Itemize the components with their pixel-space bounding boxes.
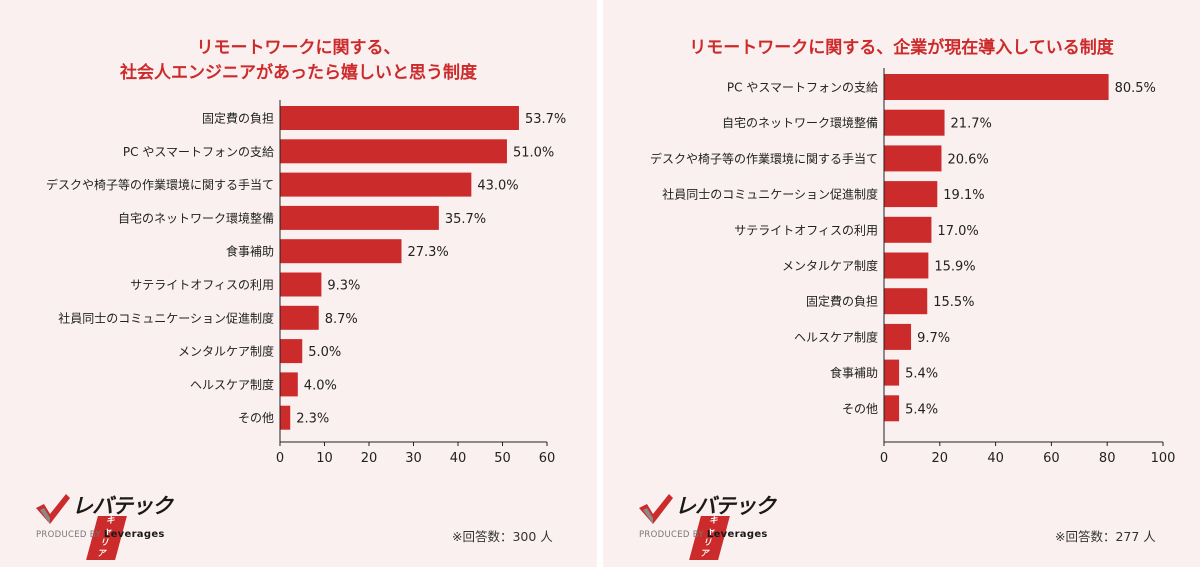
category-label: PC やスマートフォンの支給: [727, 81, 878, 95]
bar: [280, 139, 507, 164]
x-tick-label: 10: [316, 451, 333, 466]
category-label: 自宅のネットワーク環境整備: [118, 210, 274, 225]
value-label: 4.0%: [304, 378, 337, 393]
chart-title-line-2: 社会人エンジニアがあったら嬉しいと思う制度: [120, 63, 477, 83]
check-mark-icon: [36, 494, 70, 524]
category-label: 食事補助: [830, 365, 878, 380]
x-tick-label: 20: [361, 451, 378, 466]
brand-tagline: PRODUCED BY Leverages: [639, 529, 768, 540]
value-label: 21.7%: [951, 117, 992, 132]
x-tick-label: 100: [1151, 451, 1176, 466]
chart-title-line-1: リモートワークに関する、: [196, 38, 401, 58]
category-label: デスクや椅子等の作業環境に関する手当て: [46, 177, 274, 192]
value-label: 5.4%: [905, 402, 938, 417]
tagline-prefix: PRODUCED BY: [639, 530, 704, 540]
bar: [280, 305, 319, 330]
check-mark-icon: [639, 494, 673, 524]
bar: [280, 372, 298, 397]
value-label: 19.1%: [943, 188, 984, 203]
right-chart-panel: リモートワークに関する、企業が現在導入している制度 PC やスマートフォンの支給…: [603, 0, 1200, 567]
category-label: メンタルケア制度: [178, 344, 274, 359]
x-tick-label: 0: [880, 451, 888, 466]
x-tick-label: 0: [276, 451, 284, 466]
category-label: PC やスマートフォンの支給: [123, 145, 274, 159]
bar: [884, 109, 945, 136]
bar-chart-current-systems: PC やスマートフォンの支給 80.5% 自宅のネットワーク環境整備 21.7% デスク…: [650, 68, 1176, 466]
value-label: 51.0%: [513, 145, 554, 160]
category-label: 自宅のネットワーク環境整備: [722, 115, 878, 130]
x-tick-label: 40: [450, 451, 467, 466]
value-label: 17.0%: [937, 224, 978, 239]
value-label: 20.6%: [947, 152, 988, 167]
value-label: 15.5%: [933, 295, 974, 310]
value-label: 5.4%: [905, 367, 938, 382]
x-tick-label: 50: [494, 451, 511, 466]
bar: [280, 205, 439, 230]
value-label: 43.0%: [477, 179, 518, 194]
value-label: 15.9%: [934, 260, 975, 275]
category-label: 固定費の負担: [806, 294, 878, 309]
x-tick-label: 40: [987, 451, 1004, 466]
respondent-count: ※回答数：277 人: [1055, 529, 1156, 544]
value-label: 2.3%: [296, 412, 329, 427]
bar: [280, 339, 303, 364]
bar: [884, 288, 928, 315]
bar: [884, 395, 900, 422]
value-label: 35.7%: [445, 212, 486, 227]
category-label: 社員同士のコミュニケーション促進制度: [662, 187, 878, 202]
value-label: 27.3%: [407, 245, 448, 260]
category-label: その他: [842, 402, 878, 416]
x-tick-label: 80: [1099, 451, 1116, 466]
category-label: その他: [238, 411, 274, 425]
value-label: 53.7%: [525, 112, 566, 127]
category-label: ヘルスケア制度: [190, 377, 274, 392]
category-label: サテライトオフィスの利用: [734, 223, 878, 237]
brand-tagline: PRODUCED BY Leverages: [36, 529, 165, 540]
value-label: 80.5%: [1115, 81, 1156, 96]
x-tick-label: 60: [1043, 451, 1060, 466]
bar-chart-wanted-systems: 固定費の負担 53.7% PC やスマートフォンの支給 51.0% デスクや椅子等の作業…: [46, 100, 566, 466]
bar: [884, 359, 900, 386]
respondent-count: ※回答数：300 人: [452, 529, 553, 544]
category-label: 固定費の負担: [202, 111, 274, 126]
x-tick-label: 30: [405, 451, 422, 466]
tagline-company: Leverages: [103, 529, 165, 540]
bar: [884, 216, 932, 243]
bar: [884, 74, 1109, 100]
category-label: デスクや椅子等の作業環境に関する手当て: [650, 151, 878, 166]
brand-name: レバテック: [675, 494, 776, 518]
bar: [280, 239, 402, 264]
tagline-company: Leverages: [706, 529, 768, 540]
bar: [884, 145, 942, 172]
bar: [884, 181, 938, 208]
left-chart-panel: リモートワークに関する、 社会人エンジニアがあったら嬉しいと思う制度 固定費の負…: [0, 0, 597, 567]
tagline-prefix: PRODUCED BY: [36, 530, 101, 540]
bar: [884, 252, 929, 279]
bar: [280, 106, 519, 130]
chart-title: リモートワークに関する、企業が現在導入している制度: [603, 36, 1200, 61]
category-label: 社員同士のコミュニケーション促進制度: [58, 310, 274, 325]
bar: [280, 272, 322, 297]
value-label: 5.0%: [308, 345, 341, 360]
x-tick-label: 20: [932, 451, 949, 466]
category-label: 食事補助: [226, 244, 274, 259]
value-label: 8.7%: [325, 312, 358, 327]
chart-title-line-1: リモートワークに関する、企業が現在導入している制度: [689, 38, 1114, 58]
bar: [280, 172, 472, 197]
bar: [280, 405, 291, 430]
value-label: 9.3%: [327, 279, 360, 294]
value-label: 9.7%: [917, 331, 950, 346]
brand-name: レバテック: [72, 494, 173, 518]
bar: [884, 323, 912, 350]
x-tick-label: 60: [539, 451, 556, 466]
category-label: ヘルスケア制度: [794, 329, 878, 344]
category-label: メンタルケア制度: [782, 258, 878, 273]
category-label: サテライトオフィスの利用: [130, 278, 274, 292]
chart-title: リモートワークに関する、 社会人エンジニアがあったら嬉しいと思う制度: [0, 36, 597, 86]
